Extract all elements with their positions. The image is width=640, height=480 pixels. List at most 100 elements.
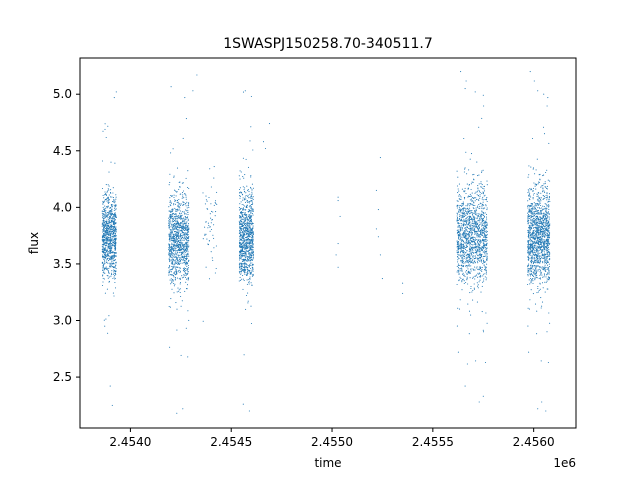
data-point bbox=[110, 161, 112, 163]
data-point bbox=[247, 300, 249, 302]
data-point bbox=[110, 189, 112, 191]
data-point bbox=[532, 238, 534, 240]
data-point bbox=[102, 234, 104, 236]
data-point bbox=[250, 234, 252, 236]
data-point bbox=[243, 232, 245, 234]
data-point bbox=[170, 217, 173, 219]
data-point bbox=[239, 197, 241, 199]
data-point bbox=[249, 219, 251, 221]
data-point bbox=[187, 216, 189, 218]
data-point bbox=[172, 257, 174, 259]
data-point bbox=[250, 176, 252, 178]
data-point bbox=[110, 259, 112, 261]
data-point bbox=[537, 204, 539, 206]
data-point bbox=[176, 235, 178, 237]
data-point bbox=[245, 251, 247, 254]
data-point bbox=[174, 248, 176, 250]
data-point bbox=[462, 221, 464, 223]
data-point bbox=[108, 252, 110, 254]
data-point bbox=[469, 244, 471, 246]
data-point bbox=[530, 234, 532, 237]
data-point bbox=[245, 214, 247, 216]
data-point bbox=[483, 225, 485, 227]
data-point bbox=[114, 207, 116, 209]
data-point bbox=[173, 273, 175, 275]
data-point bbox=[107, 251, 109, 253]
data-point bbox=[240, 273, 242, 275]
data-point bbox=[238, 259, 241, 261]
data-point bbox=[113, 276, 115, 278]
data-point bbox=[463, 214, 465, 216]
data-point bbox=[172, 236, 174, 238]
data-point bbox=[457, 254, 459, 256]
data-point bbox=[252, 270, 254, 272]
data-point bbox=[111, 233, 113, 235]
data-point bbox=[479, 256, 481, 258]
data-point bbox=[184, 220, 186, 222]
data-point bbox=[466, 363, 468, 365]
data-point bbox=[252, 275, 254, 277]
data-point bbox=[477, 230, 480, 232]
data-point bbox=[483, 261, 485, 264]
data-point bbox=[172, 280, 175, 282]
data-point bbox=[243, 254, 245, 256]
data-point bbox=[482, 239, 484, 241]
data-point bbox=[474, 232, 476, 234]
data-point bbox=[174, 274, 177, 276]
data-point bbox=[465, 260, 467, 263]
data-point bbox=[482, 204, 484, 206]
data-point bbox=[486, 224, 488, 226]
data-point bbox=[184, 269, 186, 272]
data-point bbox=[535, 235, 537, 237]
data-point bbox=[182, 225, 185, 227]
data-point bbox=[185, 118, 187, 120]
data-point bbox=[246, 234, 248, 236]
data-point bbox=[102, 242, 104, 244]
data-point bbox=[186, 284, 189, 286]
data-point bbox=[113, 224, 115, 226]
data-point bbox=[178, 226, 180, 229]
data-point bbox=[187, 218, 189, 220]
data-point bbox=[242, 208, 244, 210]
data-point bbox=[480, 248, 482, 250]
data-point bbox=[187, 238, 190, 240]
data-point bbox=[467, 283, 469, 285]
data-point bbox=[538, 192, 540, 194]
data-point bbox=[114, 255, 116, 257]
data-point bbox=[547, 273, 549, 275]
data-point bbox=[249, 223, 251, 225]
data-point bbox=[478, 268, 480, 270]
data-point bbox=[541, 238, 543, 240]
data-point bbox=[468, 272, 470, 274]
data-point bbox=[466, 211, 468, 213]
data-point bbox=[173, 230, 176, 233]
data-point bbox=[168, 206, 170, 208]
data-point bbox=[107, 243, 109, 245]
data-point bbox=[481, 224, 483, 226]
data-point bbox=[174, 199, 176, 201]
data-point bbox=[187, 356, 189, 358]
data-point bbox=[545, 238, 548, 240]
data-point bbox=[108, 189, 110, 191]
data-point bbox=[175, 256, 177, 258]
data-point bbox=[481, 231, 483, 233]
data-point bbox=[485, 220, 487, 222]
data-point bbox=[112, 213, 114, 215]
data-point bbox=[248, 224, 250, 226]
data-point bbox=[468, 239, 470, 241]
data-point bbox=[107, 217, 109, 219]
data-point bbox=[459, 220, 461, 222]
data-point bbox=[540, 255, 542, 257]
data-point bbox=[248, 280, 250, 282]
data-point bbox=[107, 262, 109, 264]
data-point bbox=[472, 197, 474, 199]
data-point bbox=[531, 266, 533, 268]
data-point bbox=[178, 229, 180, 231]
data-point bbox=[533, 182, 535, 184]
data-point bbox=[474, 192, 476, 194]
data-point bbox=[534, 203, 536, 205]
data-point bbox=[465, 233, 467, 235]
data-point bbox=[477, 213, 479, 215]
data-point bbox=[547, 211, 549, 213]
data-point bbox=[476, 252, 478, 254]
